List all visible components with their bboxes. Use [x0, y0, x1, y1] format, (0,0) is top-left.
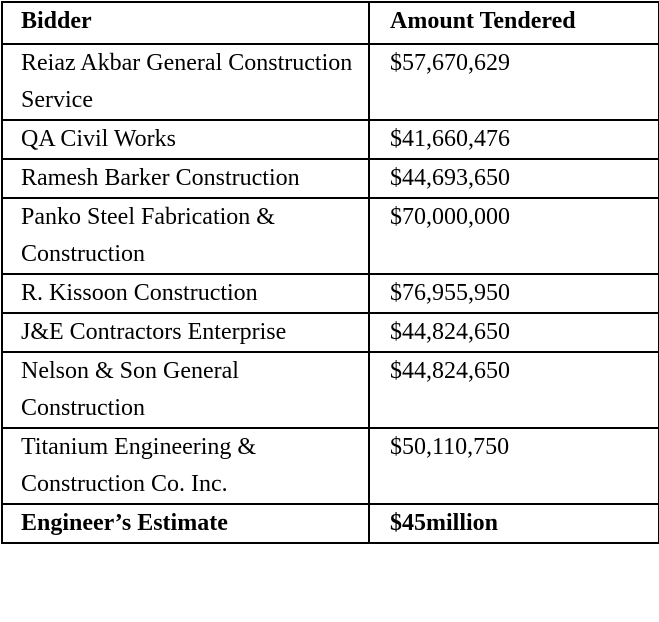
table-row: Reiaz Akbar General Construction Service… — [1, 43, 659, 121]
table-row: Ramesh Barker Construction $44,693,650 — [1, 158, 659, 199]
bids-table: Bidder Amount Tendered Reiaz Akbar Gener… — [1, 1, 659, 544]
column-header-amount: Amount Tendered — [368, 1, 659, 45]
bidder-cell: J&E Contractors Enterprise — [1, 312, 370, 353]
header-row: Bidder Amount Tendered — [1, 1, 659, 45]
table-row: Panko Steel Fabrication & Construction $… — [1, 197, 659, 275]
amount-cell: $70,000,000 — [368, 197, 659, 275]
amount-cell: $76,955,950 — [368, 273, 659, 314]
estimate-row: Engineer’s Estimate $45million — [1, 503, 659, 544]
bidder-cell: Nelson & Son General Construction — [1, 351, 370, 429]
table-row: Titanium Engineering & Construction Co. … — [1, 427, 659, 505]
bidder-cell: Titanium Engineering & Construction Co. … — [1, 427, 370, 505]
amount-cell: $44,824,650 — [368, 351, 659, 429]
amount-cell: $57,670,629 — [368, 43, 659, 121]
bidder-cell: Reiaz Akbar General Construction Service — [1, 43, 370, 121]
table-row: QA Civil Works $41,660,476 — [1, 119, 659, 160]
amount-cell: $41,660,476 — [368, 119, 659, 160]
amount-cell: $44,824,650 — [368, 312, 659, 353]
estimate-amount: $45million — [368, 503, 659, 544]
amount-cell: $44,693,650 — [368, 158, 659, 199]
amount-cell: $50,110,750 — [368, 427, 659, 505]
bidder-cell: Panko Steel Fabrication & Construction — [1, 197, 370, 275]
bidder-cell: QA Civil Works — [1, 119, 370, 160]
estimate-label: Engineer’s Estimate — [1, 503, 370, 544]
column-header-bidder: Bidder — [1, 1, 370, 45]
bidder-cell: Ramesh Barker Construction — [1, 158, 370, 199]
table-row: R. Kissoon Construction $76,955,950 — [1, 273, 659, 314]
table-row: J&E Contractors Enterprise $44,824,650 — [1, 312, 659, 353]
table-row: Nelson & Son General Construction $44,82… — [1, 351, 659, 429]
bidder-cell: R. Kissoon Construction — [1, 273, 370, 314]
